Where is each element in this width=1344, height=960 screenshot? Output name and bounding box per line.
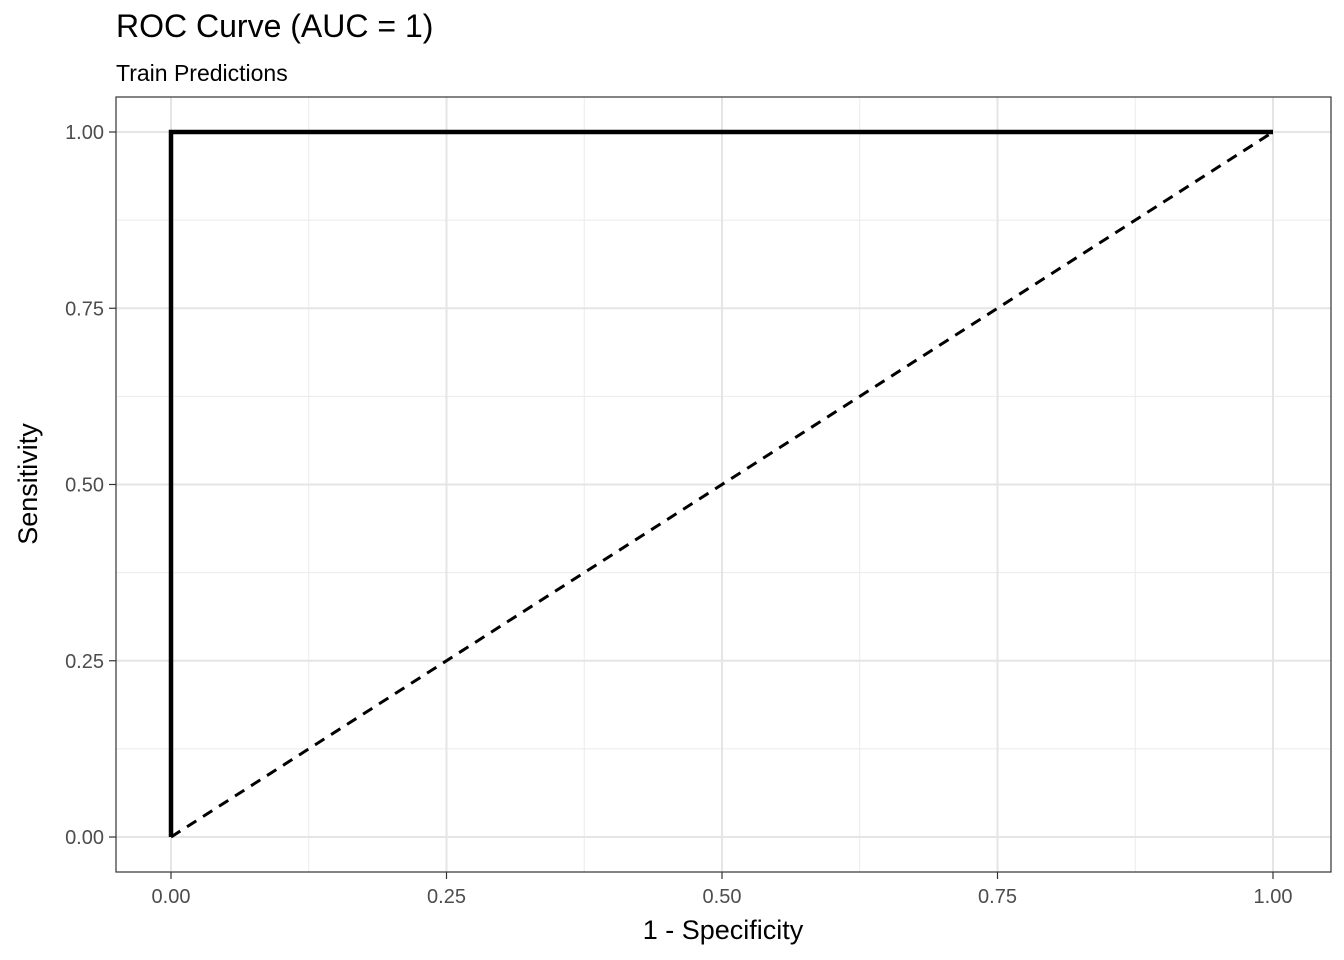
x-tick-label: 0.25 xyxy=(427,886,466,908)
y-axis-label: Sensitivity xyxy=(13,423,43,545)
x-axis-label: 1 - Specificity xyxy=(643,915,804,945)
diagonal-reference-line xyxy=(170,130,1274,839)
roc-curve-line xyxy=(168,129,1273,837)
chart-title: ROC Curve (AUC = 1) xyxy=(116,8,434,44)
x-axis: 0.00 0.25 0.50 0.75 1.00 xyxy=(152,872,1293,908)
x-tick-label: 0.50 xyxy=(703,886,742,908)
y-tick-label: 0.50 xyxy=(65,475,104,497)
y-axis: 0.00 0.25 0.50 0.75 1.00 xyxy=(65,122,116,849)
y-tick-label: 1.00 xyxy=(65,122,104,144)
y-tick-label: 0.75 xyxy=(65,298,104,320)
y-tick-label: 0.25 xyxy=(65,651,104,673)
chart-subtitle: Train Predictions xyxy=(116,60,288,86)
x-tick-label: 0.00 xyxy=(152,886,191,908)
series-layer xyxy=(168,129,1274,839)
x-tick-label: 0.75 xyxy=(978,886,1017,908)
x-tick-label: 1.00 xyxy=(1254,886,1293,908)
y-tick-label: 0.00 xyxy=(65,827,104,849)
